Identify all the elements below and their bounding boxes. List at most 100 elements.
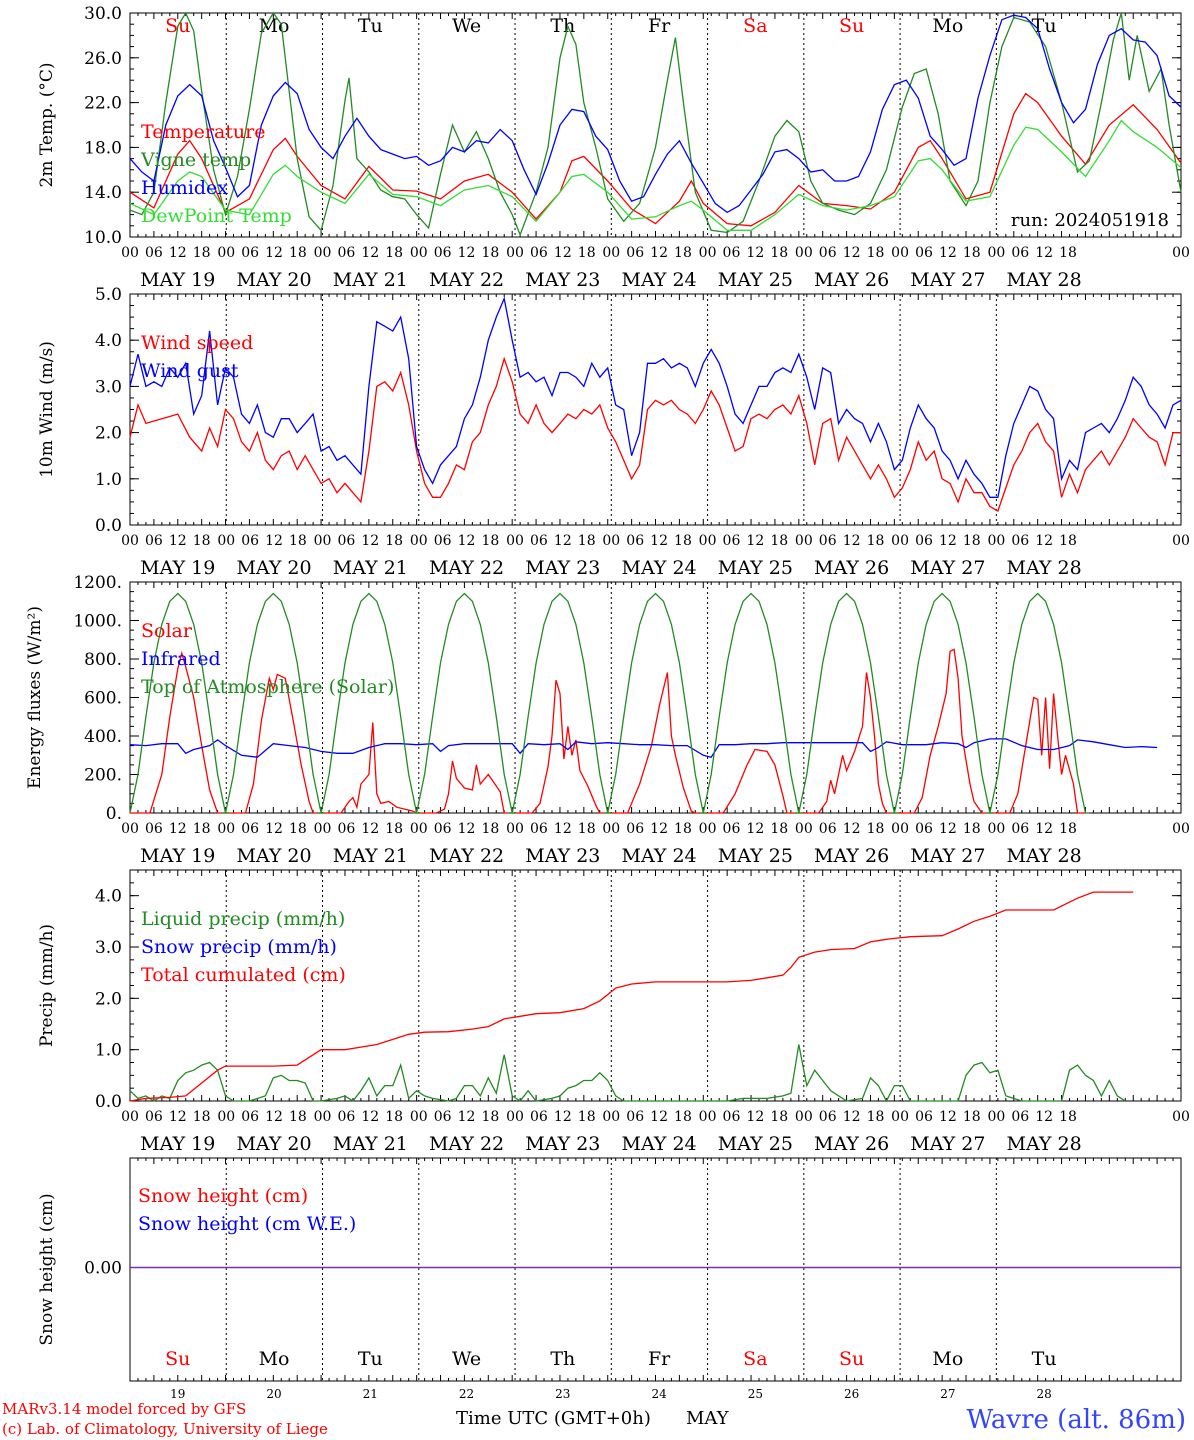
day-number: 20 <box>266 1387 281 1401</box>
y-tick-label: 800. <box>84 650 122 670</box>
hour-tick-label: 00 <box>506 821 524 837</box>
day-label: MAY 28 <box>1007 1133 1082 1155</box>
meteogram-panels: 10.014.018.022.026.030.02m Temp. (°C)00 0… <box>25 4 1190 1401</box>
day-number: 23 <box>555 1387 570 1401</box>
series-line-solar <box>130 648 1086 814</box>
hour-tick-label: 00 <box>699 821 717 837</box>
panel-3: 0. 200. 400. 600. 800. 1000. 1200. Energy fluxe… <box>25 573 1190 867</box>
y-tick-label: 18.0 <box>84 138 122 158</box>
series-line-dewpoint-temp <box>129 119 1182 231</box>
hour-tick-label: 06 <box>819 1109 837 1125</box>
y-tick-label: 22.0 <box>84 94 122 114</box>
hour-tick-label: 18 <box>289 245 307 261</box>
hour-tick-label: 00 <box>121 821 139 837</box>
hour-tick-label: 12 <box>650 533 668 549</box>
hour-tick-label: 18 <box>578 245 596 261</box>
hour-tick-label: 00 <box>1172 1109 1190 1125</box>
y-tick-label: 1000. <box>73 612 122 632</box>
hour-tick-label: 06 <box>1011 1109 1029 1125</box>
hour-tick-label: 00 <box>314 1109 332 1125</box>
day-label: MAY 25 <box>718 845 793 867</box>
hour-tick-label: 00 <box>891 1109 909 1125</box>
day-number: 27 <box>940 1387 955 1401</box>
hour-tick-label: 12 <box>554 245 572 261</box>
day-number: 24 <box>651 1387 667 1401</box>
hour-tick-label: 12 <box>650 821 668 837</box>
weekday-label: Mo <box>932 15 963 37</box>
weekday-label: Th <box>550 1348 575 1370</box>
day-label: MAY 24 <box>621 845 696 867</box>
hour-tick-label: 06 <box>530 245 548 261</box>
hour-tick-label: 00 <box>1172 533 1190 549</box>
hour-tick-label: 18 <box>578 821 596 837</box>
hour-tick-label: 12 <box>1035 533 1053 549</box>
day-label: MAY 19 <box>140 845 215 867</box>
hour-tick-label: 00 <box>602 1109 620 1125</box>
hour-tick-label: 12 <box>265 533 283 549</box>
hour-tick-label: 18 <box>770 533 788 549</box>
hour-tick-label: 18 <box>578 533 596 549</box>
day-label: MAY 23 <box>525 557 600 579</box>
hour-tick-label: 06 <box>241 821 259 837</box>
y-tick-label: 3.0 <box>95 938 122 958</box>
legend-entry: Total cumulated (cm) <box>141 964 346 986</box>
day-label: MAY 27 <box>910 269 985 291</box>
series-line-top-of-atmosphere-solar- <box>129 592 1090 814</box>
y-tick-label: 200. <box>84 766 122 786</box>
day-label: MAY 26 <box>814 269 889 291</box>
y-tick-label: 30.0 <box>84 4 122 24</box>
y-tick-label: 4.0 <box>95 331 122 351</box>
series-line-temperature <box>129 92 1182 227</box>
hour-tick-label: 00 <box>987 1109 1005 1125</box>
hour-tick-label: 18 <box>674 533 692 549</box>
hour-tick-label: 18 <box>867 821 885 837</box>
weekday-label: Tu <box>358 1348 383 1370</box>
legend-entry: Vigne temp <box>140 149 251 171</box>
hour-tick-label: 00 <box>410 1109 428 1125</box>
hour-tick-label: 00 <box>506 245 524 261</box>
hour-tick-label: 12 <box>554 533 572 549</box>
legend-entry: Solar <box>141 620 193 642</box>
hour-tick-label: 18 <box>289 1109 307 1125</box>
weekday-label: Sa <box>743 15 767 37</box>
hour-tick-label: 12 <box>939 245 957 261</box>
hour-tick-label: 06 <box>723 245 741 261</box>
hour-tick-label: 12 <box>1035 821 1053 837</box>
hour-tick-label: 18 <box>674 1109 692 1125</box>
day-label: MAY 23 <box>525 1133 600 1155</box>
y-tick-label: 1200. <box>73 573 122 593</box>
series-line-vigne-temp <box>129 11 1182 237</box>
time-axis-label: Time UTC (GMT+0h) <box>456 1408 651 1429</box>
day-label: MAY 20 <box>236 845 311 867</box>
y-tick-label: 2.0 <box>95 424 122 444</box>
hour-tick-label: 12 <box>554 821 572 837</box>
hour-tick-label: 06 <box>819 245 837 261</box>
day-label: MAY 27 <box>910 557 985 579</box>
y-tick-label: 26.0 <box>84 49 122 69</box>
day-number: 19 <box>170 1387 185 1401</box>
hour-tick-label: 12 <box>554 1109 572 1125</box>
series-line-humidex <box>129 14 1182 214</box>
day-label: MAY 21 <box>333 557 408 579</box>
day-label: MAY 28 <box>1007 557 1082 579</box>
hour-tick-label: 12 <box>843 533 861 549</box>
weekday-label: Tu <box>1032 1348 1057 1370</box>
hour-tick-label: 00 <box>795 1109 813 1125</box>
hour-tick-label: 18 <box>385 1109 403 1125</box>
hour-tick-label: 18 <box>385 533 403 549</box>
series-line-wind-gust <box>129 296 1182 498</box>
hour-tick-label: 00 <box>121 245 139 261</box>
plot-frame <box>129 293 1182 526</box>
day-number: 28 <box>1036 1387 1051 1401</box>
hour-tick-label: 12 <box>746 245 764 261</box>
day-label: MAY 28 <box>1007 269 1082 291</box>
y-tick-label: 2.0 <box>95 989 122 1009</box>
hour-tick-label: 18 <box>193 821 211 837</box>
hour-tick-label: 00 <box>1172 245 1190 261</box>
weekday-label: Th <box>550 15 575 37</box>
hour-tick-label: 06 <box>241 533 259 549</box>
y-tick-label: 0.0 <box>95 1092 122 1112</box>
station-name: Wavre (alt. 86m) <box>966 1405 1186 1435</box>
day-label: MAY 26 <box>814 1133 889 1155</box>
